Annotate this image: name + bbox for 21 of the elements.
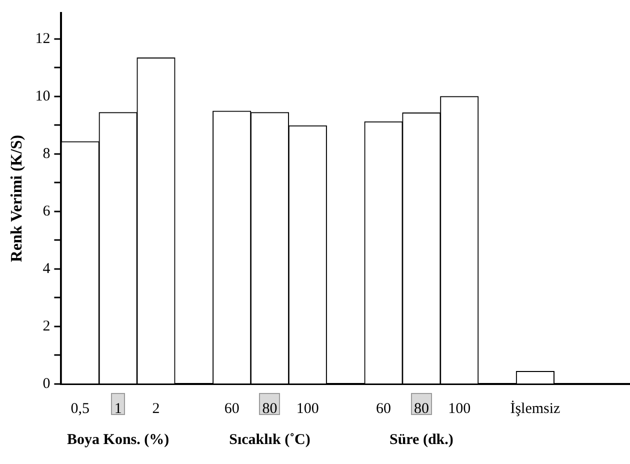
x-tick-label: 80 (262, 400, 278, 417)
x-tick-label: 2 (152, 400, 160, 417)
x-tick-label: 100 (448, 400, 471, 417)
x-tick-label: 80 (414, 400, 429, 417)
y-tick-label: 10 (35, 88, 50, 104)
text: Boya Kons. (%) (67, 432, 170, 448)
x-tick-label: 60 (224, 400, 240, 417)
x-tick-label: 60 (376, 400, 392, 417)
x-tick-label: 100 (296, 400, 319, 417)
y-tick-label: 4 (42, 260, 51, 277)
y-tick-label: 2 (42, 318, 50, 334)
x-tick-label: 1 (114, 400, 122, 417)
y-axis-title: Renk Verimi (K/S) (8, 134, 26, 262)
x-tick-label: 0,5 (70, 400, 90, 417)
x-tick-label: İşlemsiz (510, 400, 561, 417)
y-tick-label: 0 (42, 376, 50, 392)
text: Sıcaklık (˚C) (229, 432, 310, 448)
y-tick-label: 8 (42, 146, 50, 162)
text: Süre (dk.) (389, 432, 454, 448)
y-tick-label: 6 (42, 203, 51, 220)
y-tick-label: 12 (35, 30, 50, 47)
